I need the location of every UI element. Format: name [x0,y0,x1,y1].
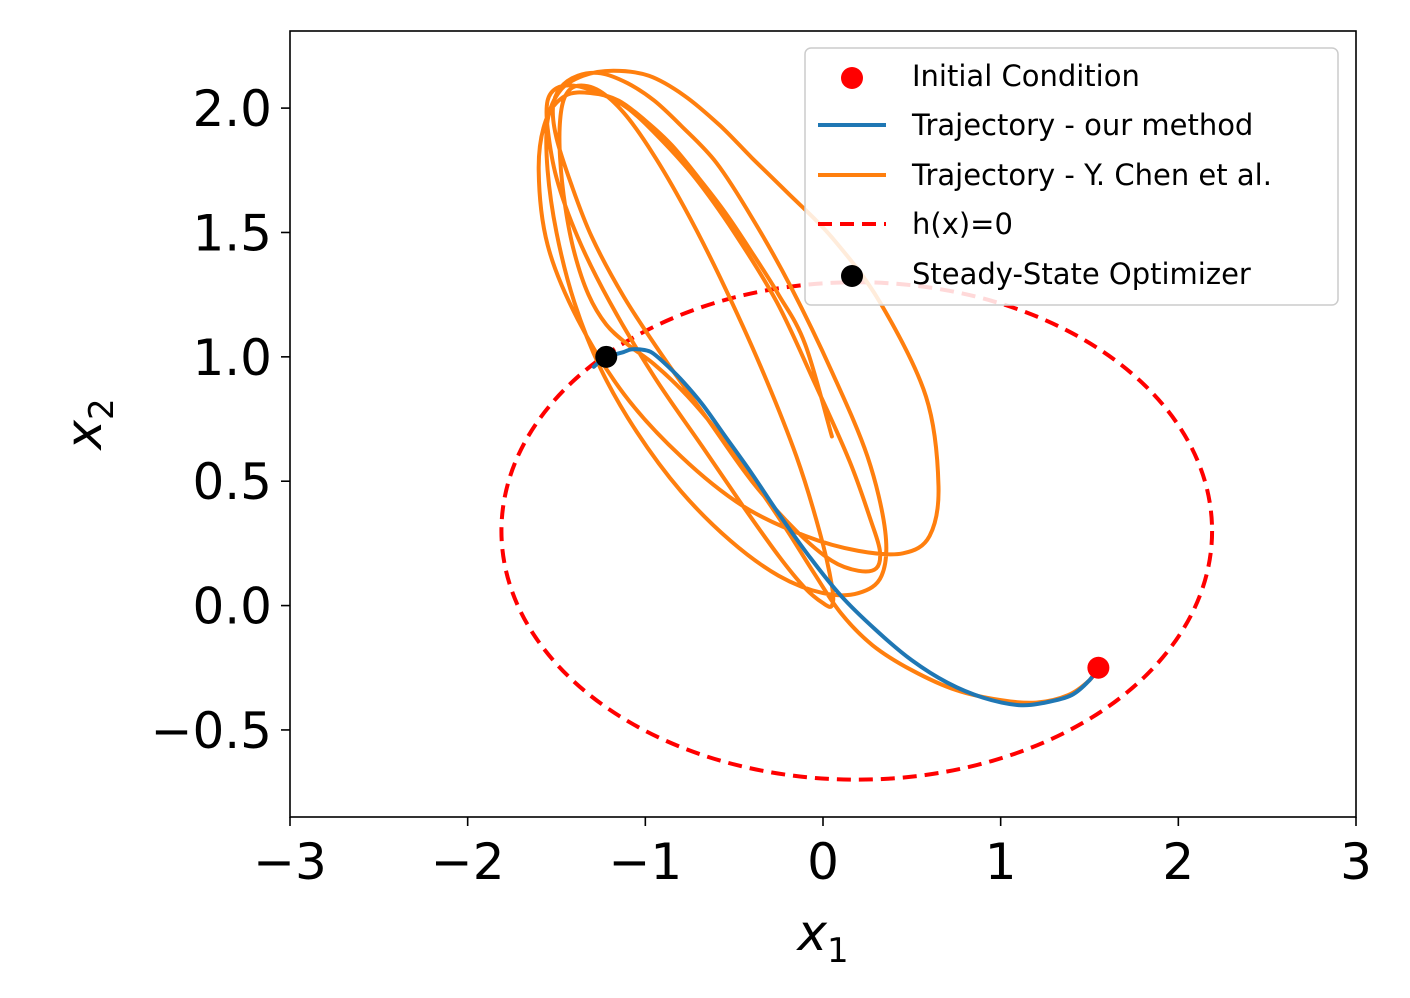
legend-item-steady-state-marker [841,265,863,287]
series-line-our-method [536,68,1101,705]
y-tick-label: 0.5 [192,453,272,511]
y-tick-label: 1.5 [192,204,272,262]
x-axis-label-subscript: 1 [827,931,849,971]
y-tick-label: 0.0 [192,578,272,636]
y-axis-label-subscript: 2 [82,398,122,420]
x-tick-label: −2 [431,833,505,891]
x-axis-label-main: x [795,904,827,962]
y-axis-label-group: x2 [55,398,122,451]
legend-box [804,47,1339,306]
legend: Initial Condition Trajectory - our method… [804,47,1339,306]
series-line-chen [591,347,1101,708]
x-tick-label: −1 [608,833,682,891]
steady-state-optimizer-marker [595,345,618,368]
x-axis-label: x1 [795,904,848,971]
y-axis-label: x2 [55,398,122,451]
legend-item-steady-state-label: Steady-State Optimizer [912,257,1251,291]
axis-ticks: −3 −2 −1 0 1 2 3 −0.5 0.0 0.5 1.0 1.5 2.0 [151,80,1372,891]
x-tick-label: 0 [807,833,839,891]
legend-item-initial-condition-label: Initial Condition [912,59,1140,93]
y-axis-label-main: x [55,420,113,452]
legend-item-constraint-label: h(x)=0 [912,207,1013,241]
legend-item-chen-label: Trajectory - Y. Chen et al. [911,158,1272,192]
x-tick-label: 3 [1340,833,1372,891]
y-tick-label: 1.0 [192,329,272,387]
y-tick-label: 2.0 [192,80,272,138]
initial-condition-marker [1087,656,1110,679]
x-tick-label: 2 [1162,833,1194,891]
x-tick-label: −3 [253,833,327,891]
legend-item-initial-condition-marker [841,67,863,89]
y-tick-label: −0.5 [151,702,272,760]
x-tick-label: 1 [985,833,1017,891]
legend-item-our-method-label: Trajectory - our method [911,108,1253,142]
